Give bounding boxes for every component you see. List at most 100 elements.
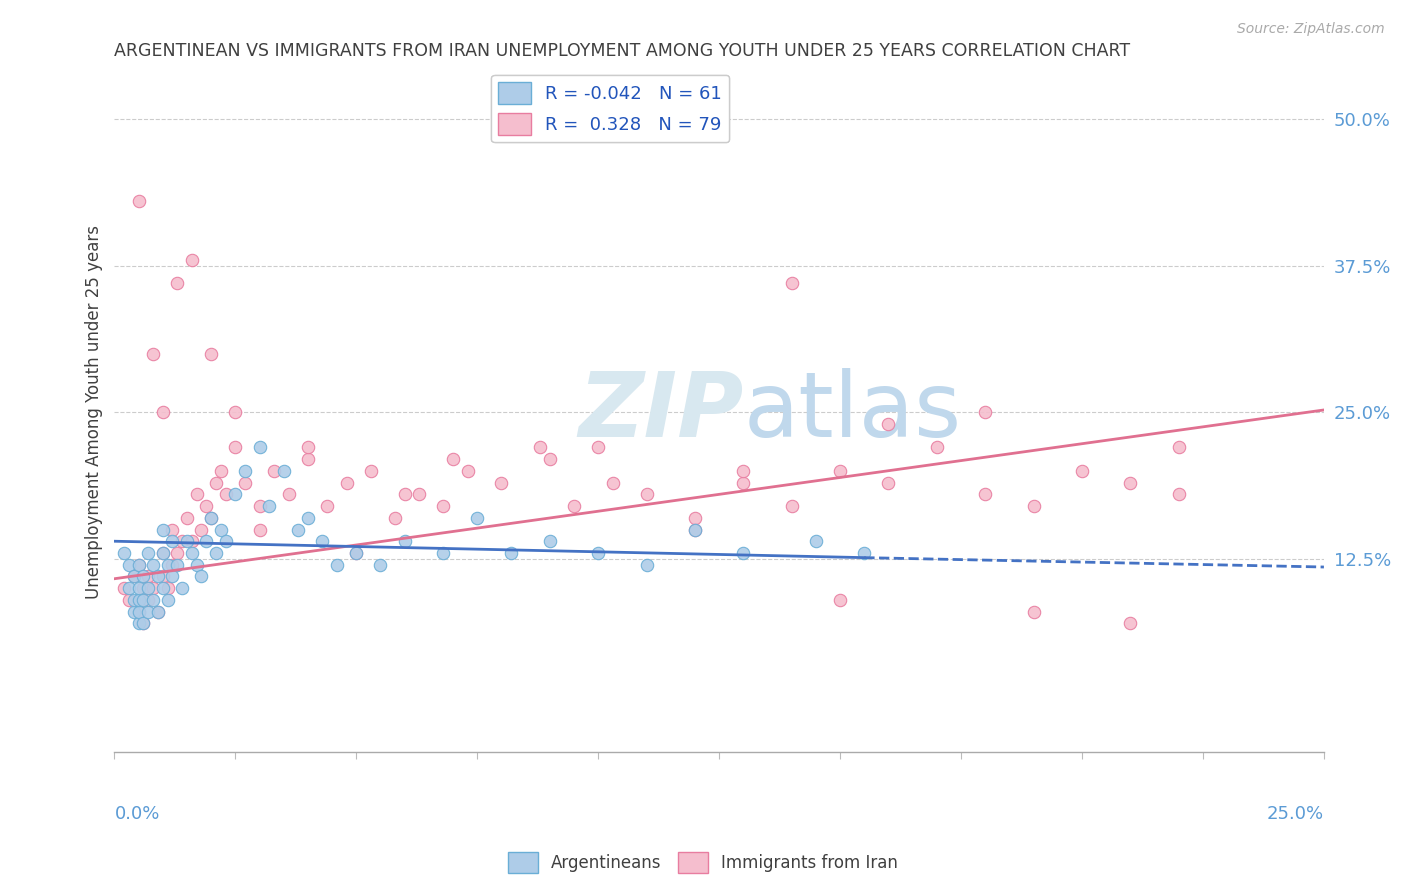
Point — [830, 464, 852, 478]
Point — [166, 558, 188, 572]
Point — [146, 569, 169, 583]
Point — [195, 534, 218, 549]
Point — [142, 592, 165, 607]
Point — [142, 347, 165, 361]
Point — [432, 546, 454, 560]
Point — [370, 558, 392, 572]
Point — [122, 569, 145, 583]
Point — [186, 487, 208, 501]
Point — [457, 464, 479, 478]
Point — [733, 464, 755, 478]
Point — [128, 558, 150, 572]
Point — [162, 558, 184, 572]
Point — [118, 558, 141, 572]
Point — [853, 546, 876, 560]
Point — [408, 487, 430, 501]
Point — [974, 487, 997, 501]
Point — [156, 581, 179, 595]
Point — [465, 510, 488, 524]
Point — [215, 487, 238, 501]
Point — [128, 581, 150, 595]
Point — [180, 534, 202, 549]
Point — [205, 546, 228, 560]
Text: atlas: atlas — [744, 368, 962, 457]
Point — [394, 487, 416, 501]
Point — [132, 616, 155, 631]
Point — [209, 523, 232, 537]
Point — [180, 546, 202, 560]
Text: Source: ZipAtlas.com: Source: ZipAtlas.com — [1237, 22, 1385, 37]
Point — [152, 523, 174, 537]
Point — [273, 464, 295, 478]
Point — [136, 546, 159, 560]
Point — [142, 581, 165, 595]
Point — [190, 569, 212, 583]
Point — [297, 452, 319, 467]
Point — [683, 523, 706, 537]
Point — [172, 581, 194, 595]
Point — [136, 569, 159, 583]
Point — [311, 534, 333, 549]
Point — [176, 534, 198, 549]
Point — [209, 464, 232, 478]
Point — [249, 441, 271, 455]
Point — [733, 546, 755, 560]
Point — [538, 452, 561, 467]
Point — [336, 475, 359, 490]
Point — [224, 405, 246, 419]
Text: 25.0%: 25.0% — [1267, 805, 1324, 823]
Point — [384, 510, 406, 524]
Point — [128, 558, 150, 572]
Point — [166, 277, 188, 291]
Point — [128, 616, 150, 631]
Point — [166, 546, 188, 560]
Point — [132, 616, 155, 631]
Point — [780, 277, 803, 291]
Point — [586, 546, 609, 560]
Point — [152, 546, 174, 560]
Point — [200, 510, 222, 524]
Point — [925, 441, 948, 455]
Point — [1167, 441, 1189, 455]
Point — [118, 592, 141, 607]
Point — [146, 605, 169, 619]
Point — [128, 605, 150, 619]
Point — [277, 487, 299, 501]
Point — [132, 569, 155, 583]
Point — [122, 592, 145, 607]
Point — [562, 499, 585, 513]
Point — [128, 605, 150, 619]
Point — [636, 558, 658, 572]
Point — [804, 534, 827, 549]
Point — [152, 546, 174, 560]
Point — [146, 605, 169, 619]
Point — [257, 499, 280, 513]
Point — [128, 194, 150, 209]
Point — [122, 569, 145, 583]
Point — [156, 592, 179, 607]
Text: ZIP: ZIP — [578, 368, 744, 457]
Point — [432, 499, 454, 513]
Point — [172, 534, 194, 549]
Point — [263, 464, 285, 478]
Point — [136, 605, 159, 619]
Point — [136, 592, 159, 607]
Point — [297, 441, 319, 455]
Point — [316, 499, 339, 513]
Point — [501, 546, 523, 560]
Point — [112, 546, 135, 560]
Point — [538, 534, 561, 549]
Point — [683, 510, 706, 524]
Point — [162, 523, 184, 537]
Point — [132, 592, 155, 607]
Point — [249, 499, 271, 513]
Point — [1071, 464, 1094, 478]
Point — [974, 405, 997, 419]
Text: ARGENTINEAN VS IMMIGRANTS FROM IRAN UNEMPLOYMENT AMONG YOUTH UNDER 25 YEARS CORR: ARGENTINEAN VS IMMIGRANTS FROM IRAN UNEM… — [114, 42, 1130, 60]
Point — [780, 499, 803, 513]
Point — [1119, 475, 1142, 490]
Point — [128, 592, 150, 607]
Point — [200, 510, 222, 524]
Point — [112, 581, 135, 595]
Point — [152, 569, 174, 583]
